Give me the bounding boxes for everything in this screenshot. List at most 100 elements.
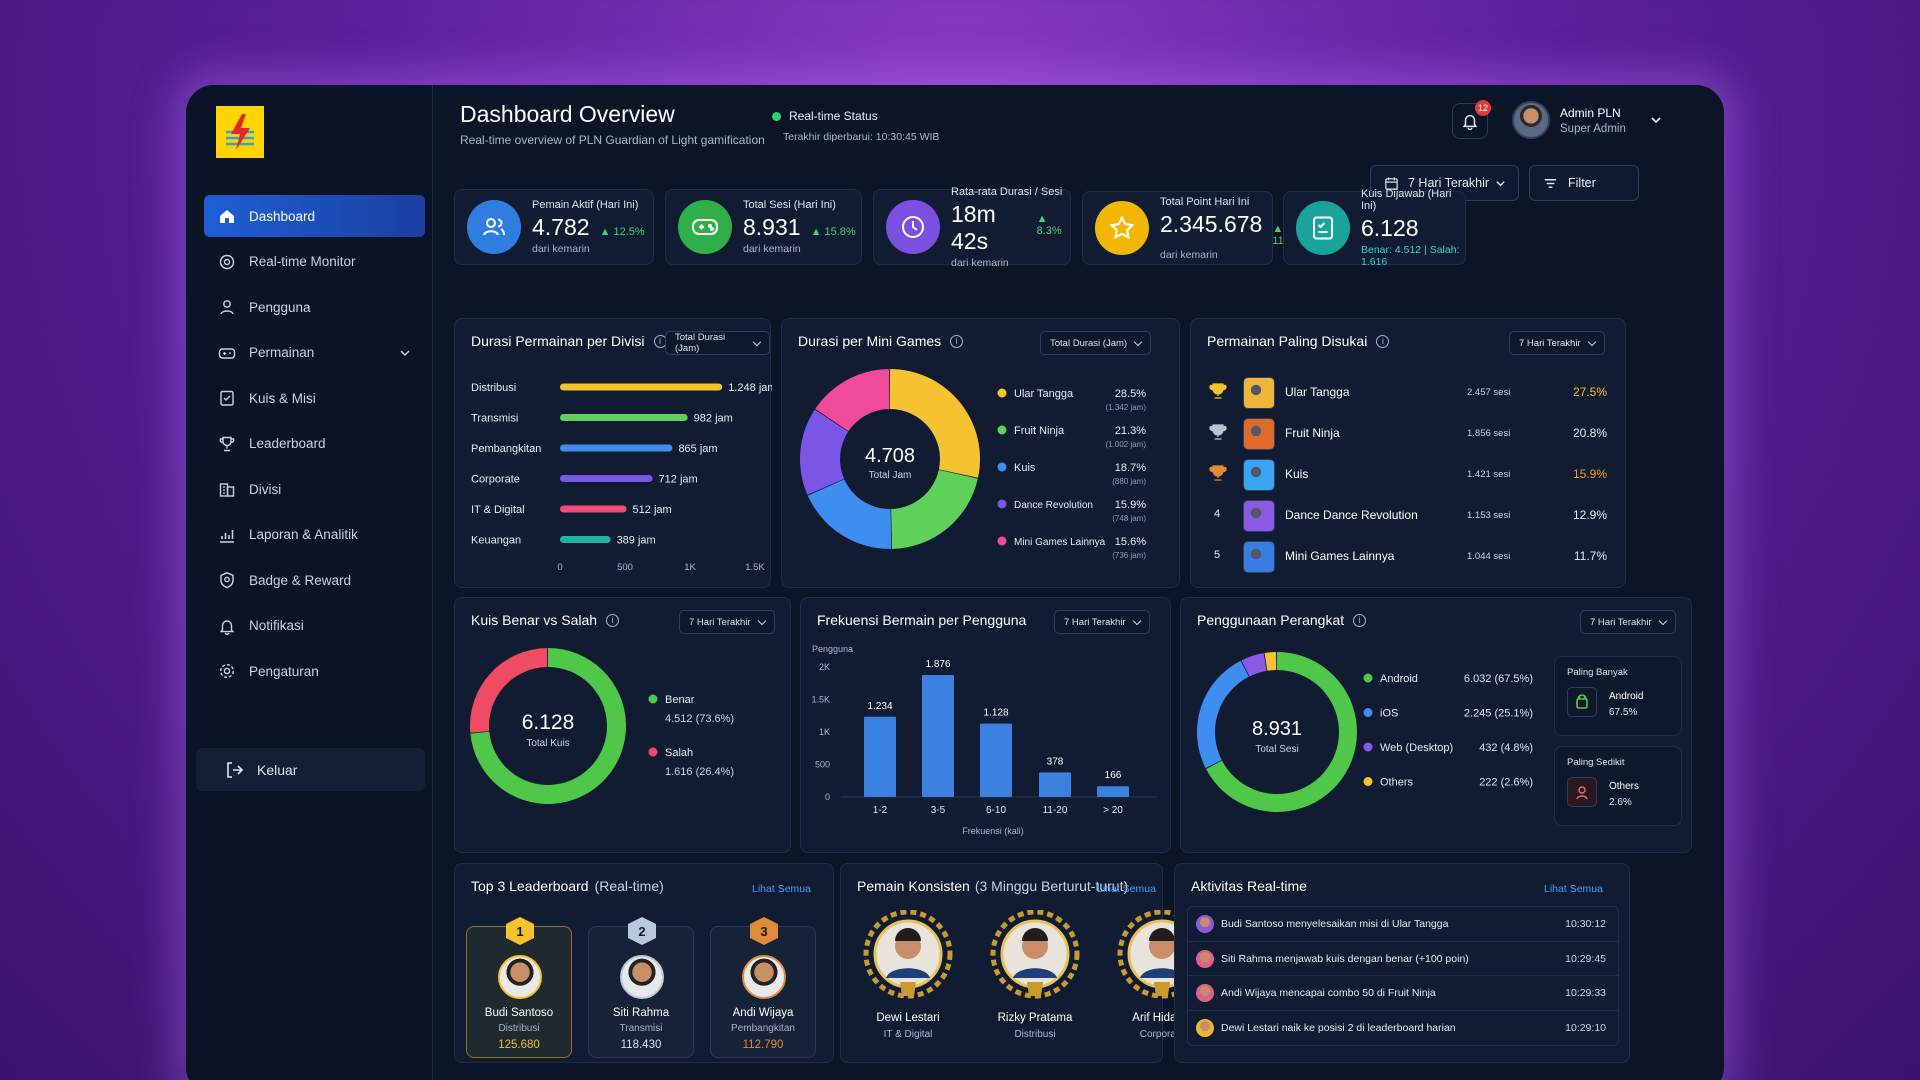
activity-row[interactable]: Dewi Lestari naik ke posisi 2 di leaderb…: [1188, 1011, 1618, 1046]
legend-subvalue: (736 jam): [1112, 551, 1146, 560]
sidebar-item-pengguna[interactable]: Pengguna: [204, 286, 425, 328]
sidebar-item-divisi[interactable]: Divisi: [204, 468, 425, 510]
sidebar-item-notifikasi[interactable]: Notifikasi: [204, 605, 425, 647]
avatar: [1196, 949, 1214, 968]
kpi-trend: ▲ 15.8%: [810, 226, 856, 238]
sidebar-item-laporan-analitik[interactable]: Laporan & Analitik: [204, 514, 425, 556]
share-percent: 27.5%: [1572, 385, 1607, 399]
sidebar-item-label: Notifikasi: [249, 618, 304, 633]
tick-label: 500: [815, 760, 830, 770]
minigame-metric-dropdown[interactable]: Total Durasi (Jam): [1040, 331, 1152, 355]
activity-row[interactable]: Budi Santoso menyelesaikan misi di Ular …: [1188, 907, 1618, 942]
filter-label: Filter: [1568, 176, 1596, 190]
legend-dot: [997, 499, 1007, 509]
activity-time: 10:29:45: [1565, 952, 1606, 965]
category-label: Keuangan: [471, 535, 521, 547]
pln-logo[interactable]: [216, 106, 264, 158]
legend-label: Web (Desktop): [1380, 742, 1453, 754]
trophy-icon: [1209, 465, 1227, 481]
legend-dot: [648, 747, 658, 757]
tick-label: 0: [825, 792, 830, 802]
legend-value: 15.6%: [1115, 536, 1146, 548]
leaderboard-entry[interactable]: 1 Budi Santoso Distribusi 125.680: [466, 917, 572, 1058]
info-icon[interactable]: i: [1376, 334, 1390, 348]
frequency-range-dropdown[interactable]: 7 Hari Terakhir: [1054, 610, 1150, 634]
game-thumbnail: [1243, 500, 1275, 532]
favorite-range-dropdown[interactable]: 7 Hari Terakhir: [1509, 331, 1605, 355]
avatar: [1196, 1018, 1214, 1037]
game-thumbnail: [1243, 541, 1275, 573]
favorite-game-row[interactable]: Ular Tangga 2.457 sesi 27.5%: [1191, 374, 1625, 415]
activity-text: Siti Rahma menjawab kuis dengan benar (+…: [1221, 952, 1469, 965]
info-icon[interactable]: i: [950, 334, 964, 348]
chevron-down-icon: [1651, 117, 1661, 124]
activity-row[interactable]: Siti Rahma menjawab kuis dengan benar (+…: [1188, 942, 1618, 976]
player-division: Distribusi: [1014, 1029, 1056, 1040]
tick-label: 2K: [819, 662, 830, 672]
game-thumbnail: [1243, 377, 1275, 409]
card-title: Permainan Paling Disukai i: [1207, 333, 1390, 349]
legend-dot: [1363, 742, 1373, 752]
info-icon[interactable]: i: [606, 613, 620, 627]
center-label: Total Kuis: [526, 738, 569, 749]
kpi-value: 18m 42s: [951, 200, 996, 254]
leaderboard-entry[interactable]: 2 Siti Rahma Transmisi 118.430: [588, 917, 694, 1058]
sidebar-item-label: Badge & Reward: [249, 572, 352, 588]
top3-leaderboard-card: Top 3 Leaderboard (Real-time) Lihat Semua…: [454, 863, 834, 1063]
trophy-icon: [1209, 383, 1227, 399]
favorite-game-row[interactable]: Fruit Ninja 1.856 sesi 20.8%: [1191, 415, 1625, 456]
leaderboard-entry[interactable]: 3 Andi Wijaya Pembangkitan 112.790: [710, 917, 816, 1058]
kpi-icon: [1095, 201, 1149, 255]
consistent-player[interactable]: Rizky Pratama Distribusi: [975, 910, 1095, 1050]
consistent-player[interactable]: Dewi Lestari IT & Digital: [848, 910, 968, 1050]
user-role: Super Admin: [1560, 122, 1626, 135]
data-label: 982 jam: [694, 413, 733, 425]
sidebar-item-real-time-monitor[interactable]: Real-time Monitor: [204, 241, 425, 283]
quiz-range-dropdown[interactable]: 7 Hari Terakhir: [679, 610, 775, 634]
category-label: 6-10: [986, 805, 1006, 816]
data-label: 512 jam: [633, 504, 672, 516]
legend-value: 6.032 (67.5%): [1464, 673, 1533, 685]
bar: [922, 675, 954, 797]
favorite-game-row[interactable]: 5 Mini Games Lainnya 1.044 sesi 11.7%: [1191, 538, 1625, 579]
laurel-frame-icon: [990, 910, 1080, 999]
rank-number: 4: [1214, 508, 1221, 520]
sidebar-item-pengaturan[interactable]: Pengaturan: [204, 650, 425, 692]
player-points: 112.790: [742, 1039, 784, 1051]
donut-slice: [815, 369, 890, 432]
notification-button[interactable]: 12: [1452, 100, 1491, 139]
filter-button[interactable]: Filter: [1529, 165, 1639, 201]
sidebar-item-badge-reward[interactable]: Badge & Reward: [204, 559, 425, 601]
logout-button[interactable]: Keluar: [196, 748, 425, 791]
favorite-game-row[interactable]: Kuis 1.421 sesi 15.9%: [1191, 456, 1625, 497]
see-all-link[interactable]: Lihat Semua: [752, 883, 811, 895]
sidebar-item-leaderboard[interactable]: Leaderboard: [204, 423, 425, 465]
favorite-game-row[interactable]: 4 Dance Dance Revolution 1.153 sesi 12.9%: [1191, 497, 1625, 538]
user-icon: [220, 300, 234, 315]
sidebar-item-dashboard[interactable]: Dashboard: [204, 195, 425, 237]
division-metric-dropdown[interactable]: Total Durasi (Jam): [665, 331, 770, 355]
sidebar-item-permainan[interactable]: Permainan: [204, 332, 425, 374]
device-range-dropdown[interactable]: 7 Hari Terakhir: [1580, 610, 1676, 634]
activity-row[interactable]: Andi Wijaya mencapai combo 50 di Fruit N…: [1188, 976, 1618, 1011]
category-label: > 20: [1103, 805, 1123, 816]
info-icon[interactable]: i: [1353, 613, 1367, 627]
y-axis-label: Pengguna: [812, 644, 853, 654]
bell-icon: [219, 619, 235, 635]
other-device-icon: [1567, 777, 1597, 807]
data-label: 1.234: [867, 701, 892, 712]
sidebar-item-kuis-misi[interactable]: Kuis & Misi: [204, 377, 425, 419]
player-division: Pembangkitan: [731, 1023, 795, 1034]
see-all-link[interactable]: Lihat Semua: [1544, 883, 1603, 895]
sidebar-item-label: Divisi: [249, 481, 282, 497]
legend-dot: [997, 388, 1007, 398]
legend-value: 18.7%: [1115, 462, 1146, 474]
legend-label: Mini Games Lainnya: [1014, 537, 1106, 548]
activity-time: 10:29:33: [1565, 987, 1606, 999]
category-label: IT & Digital: [471, 504, 525, 516]
player-division: Transmisi: [619, 1023, 663, 1034]
home-icon: [220, 210, 234, 223]
see-all-link[interactable]: Lihat Semua: [1097, 883, 1156, 895]
user-menu[interactable]: Admin PLN Super Admin: [1512, 101, 1662, 139]
avatar: [1196, 984, 1214, 1002]
